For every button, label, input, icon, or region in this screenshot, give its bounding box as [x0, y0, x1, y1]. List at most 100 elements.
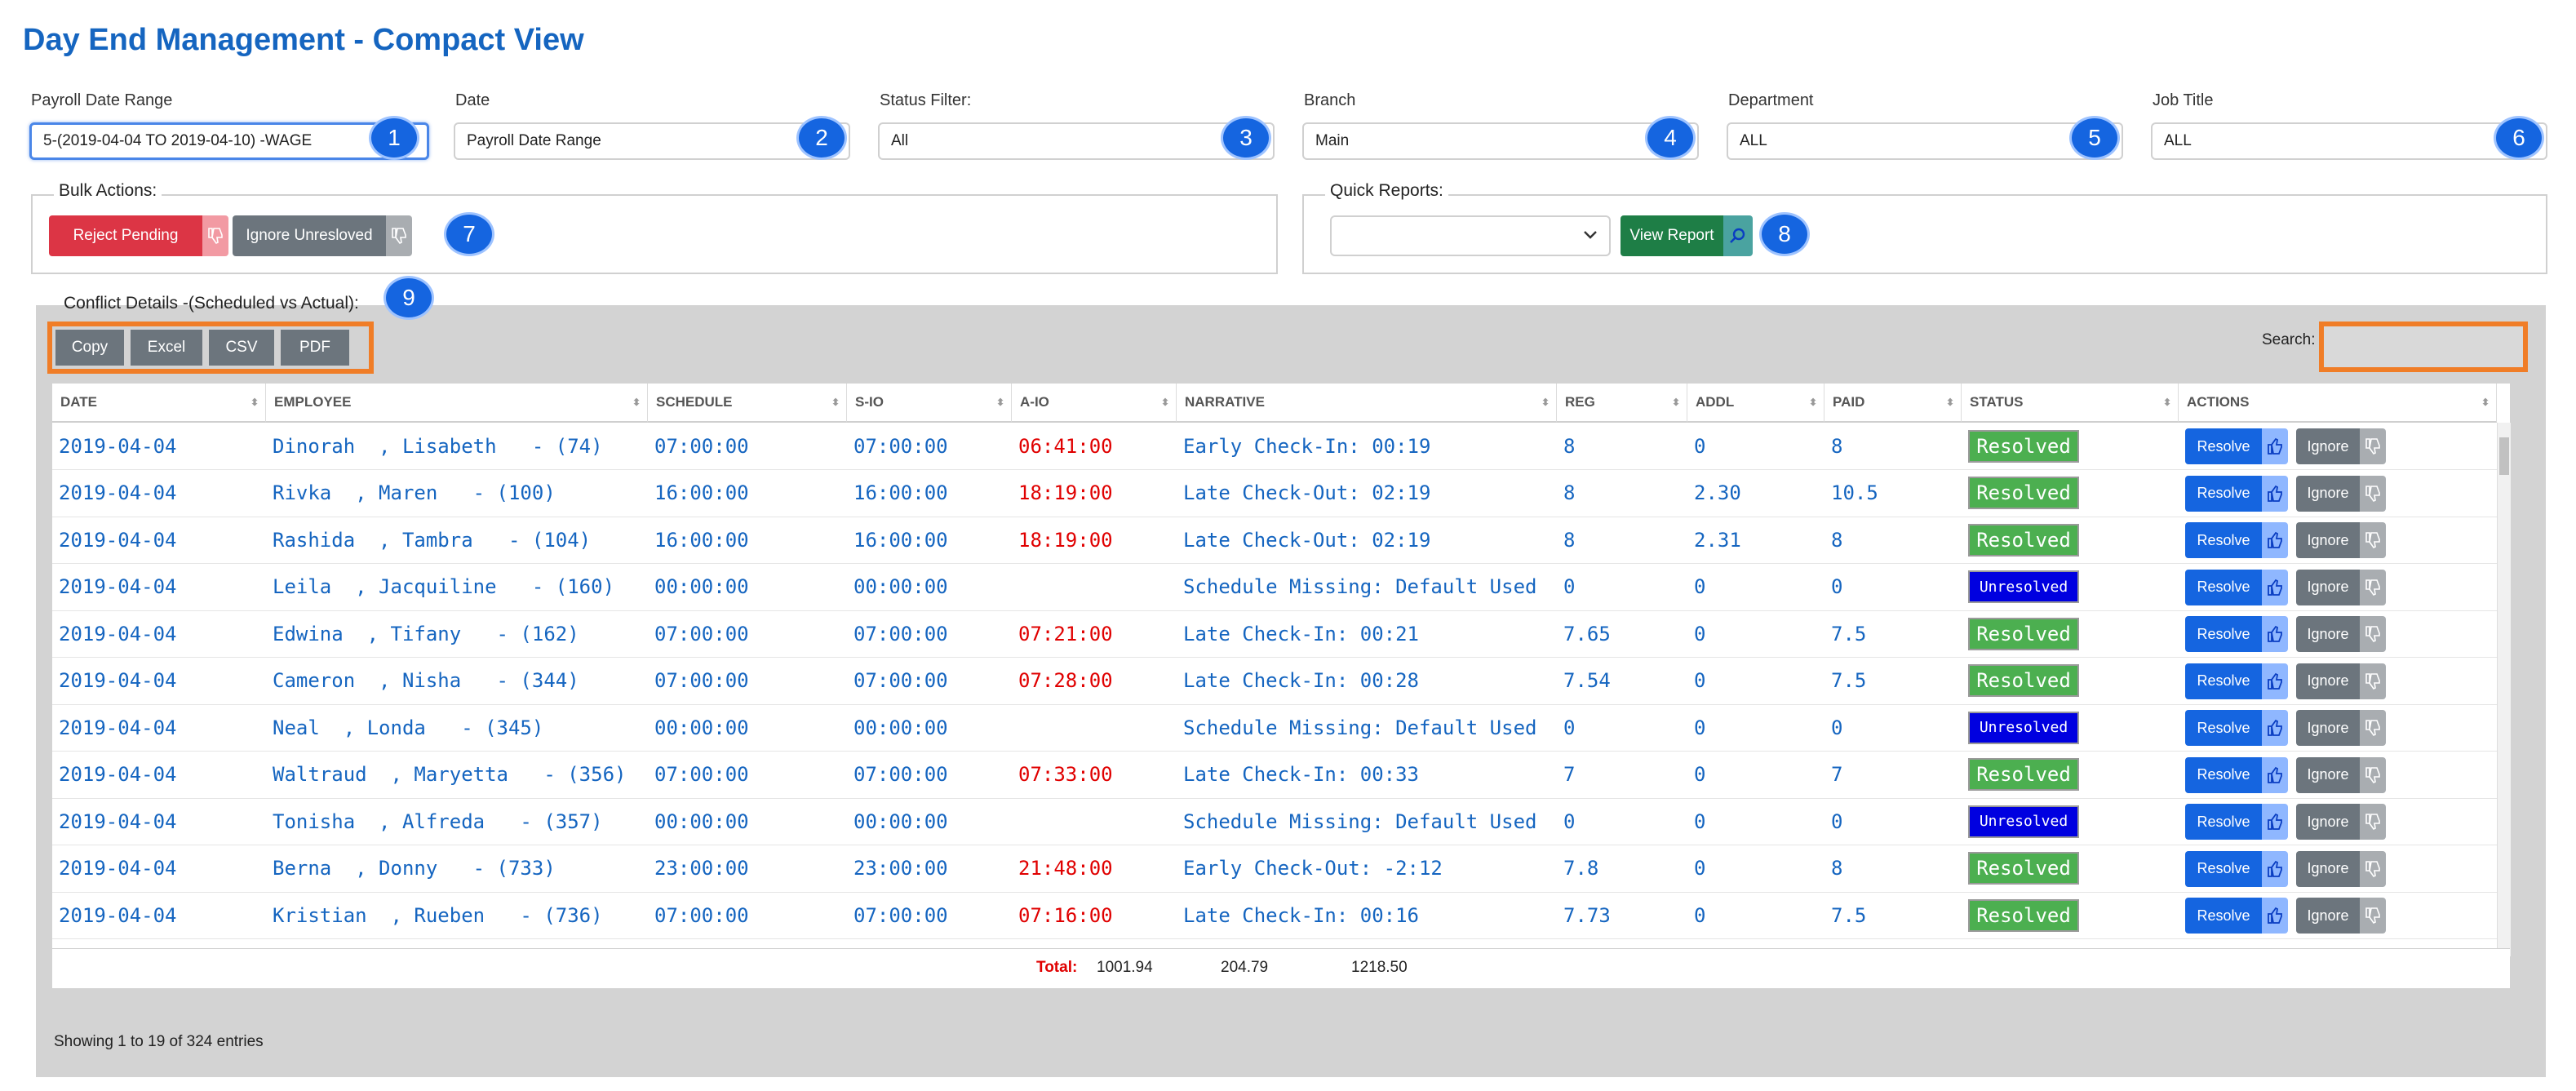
thumbs-down-icon: [2360, 710, 2386, 746]
table-row[interactable]: 2019-04-04 Berna , Donny - (733) 23:00:00 2…: [52, 845, 2497, 893]
filter-select[interactable]: Payroll Date Range: [454, 122, 850, 160]
ignore-button[interactable]: Ignore: [2296, 428, 2386, 464]
cell-paid: 7: [1831, 763, 1843, 786]
cell-schedule: 07:00:00: [654, 763, 749, 786]
cell-addl: 0: [1694, 622, 1706, 645]
scrollbar-thumb[interactable]: [2499, 437, 2509, 475]
ignore-button[interactable]: Ignore: [2296, 804, 2386, 840]
cell-date: 2019-04-04: [59, 481, 177, 504]
table-row[interactable]: 2019-04-04 Kristian , Rueben - (736) 07:00…: [52, 892, 2497, 939]
column-header[interactable]: DATE ⬍: [52, 384, 266, 423]
cell-addl: 2.30: [1694, 481, 1741, 504]
ignore-button[interactable]: Ignore: [2296, 898, 2386, 934]
search-input[interactable]: [2319, 322, 2528, 372]
cell-date: 2019-04-04: [59, 763, 177, 786]
cell-date: 2019-04-04: [59, 434, 177, 458]
filter-select-value: All: [891, 132, 909, 149]
table-row[interactable]: 2019-04-04 Waltraud , Maryetta - (356) 07:…: [52, 752, 2497, 799]
reject-pending-button[interactable]: Reject Pending: [49, 215, 228, 256]
column-header[interactable]: ACTIONS ⬍: [2179, 384, 2497, 423]
column-header[interactable]: NARRATIVE ⬍: [1177, 384, 1557, 423]
resolve-button[interactable]: Resolve: [2185, 569, 2288, 605]
column-header[interactable]: SCHEDULE ⬍: [648, 384, 847, 423]
resolve-button[interactable]: Resolve: [2185, 756, 2288, 793]
cell-narrative: Late Check-In: 00:33: [1183, 763, 1419, 786]
resolve-button[interactable]: Resolve: [2185, 475, 2288, 512]
cell-sio: 07:00:00: [853, 622, 948, 645]
column-header[interactable]: EMPLOYEE ⬍: [266, 384, 648, 423]
cell-date: 2019-04-04: [59, 669, 177, 692]
status-badge: Resolved: [1968, 477, 2079, 509]
column-header-label: ACTIONS: [2187, 394, 2250, 410]
ignore-button[interactable]: Ignore: [2296, 756, 2386, 793]
sort-icon: ⬍: [1541, 397, 1550, 408]
cell-narrative: Late Check-Out: 02:19: [1183, 481, 1431, 504]
table-row[interactable]: 2019-04-04 Edwina , Tifany - (162) 07:00:0…: [52, 610, 2497, 658]
sort-icon: ⬍: [1945, 397, 1954, 408]
thumbs-up-icon: [2262, 710, 2288, 746]
view-report-button[interactable]: View Report: [1621, 215, 1753, 256]
conflict-details-title: Conflict Details -(Scheduled vs Actual):: [64, 294, 359, 313]
cell-narrative: Schedule Missing: Default Used: [1183, 716, 1537, 739]
column-header[interactable]: PAID ⬍: [1824, 384, 1962, 423]
table-row[interactable]: 2019-04-04 Dinorah , Lisabeth - (74) 07:00…: [52, 423, 2497, 470]
entries-info: Showing 1 to 19 of 324 entries: [54, 1033, 264, 1050]
ignore-button[interactable]: Ignore: [2296, 475, 2386, 512]
resolve-button[interactable]: Resolve: [2185, 710, 2288, 746]
cell-reg: 0: [1563, 809, 1576, 833]
filter-select[interactable]: Main: [1302, 122, 1699, 160]
ignore-button[interactable]: Ignore: [2296, 710, 2386, 746]
ignore-unresolved-button[interactable]: Ignore Unresloved: [233, 215, 412, 256]
table-row[interactable]: 2019-04-04 Leila , Jacquiline - (160) 00:0…: [52, 564, 2497, 611]
resolve-button[interactable]: Resolve: [2185, 804, 2288, 840]
resolve-button[interactable]: Resolve: [2185, 663, 2288, 699]
table-row[interactable]: 2019-04-04 Rivka , Maren - (100) 16:00:00 1…: [52, 470, 2497, 517]
ignore-button[interactable]: Ignore: [2296, 616, 2386, 652]
filter-select[interactable]: 5-(2019-04-04 TO 2019-04-10) -WAGE: [29, 122, 429, 160]
column-header[interactable]: S-IO ⬍: [847, 384, 1012, 423]
cell-paid: 7.5: [1831, 903, 1867, 927]
table-row[interactable]: 2019-04-04 Cameron , Nisha - (344) 07:00:0…: [52, 658, 2497, 705]
ignore-button[interactable]: Ignore: [2296, 522, 2386, 558]
column-header-label: S-IO: [855, 394, 884, 410]
column-header-label: NARRATIVE: [1185, 394, 1265, 410]
ignore-button[interactable]: Ignore: [2296, 850, 2386, 887]
thumbs-down-icon: [2360, 898, 2386, 934]
resolve-button[interactable]: Resolve: [2185, 428, 2288, 464]
resolve-button[interactable]: Resolve: [2185, 898, 2288, 934]
column-header[interactable]: ADDL ⬍: [1687, 384, 1824, 423]
resolve-button[interactable]: Resolve: [2185, 850, 2288, 887]
cell-addl: 0: [1694, 575, 1706, 598]
quick-reports-select[interactable]: [1330, 215, 1611, 256]
column-header[interactable]: REG ⬍: [1557, 384, 1687, 423]
table-row[interactable]: 2019-04-04 Tonisha , Alfreda - (357) 00:00…: [52, 798, 2497, 845]
resolve-button[interactable]: Resolve: [2185, 616, 2288, 652]
cell-addl: 0: [1694, 809, 1706, 833]
view-report-label: View Report: [1621, 215, 1723, 256]
filter-select[interactable]: ALL: [2151, 122, 2547, 160]
filter-select[interactable]: ALL: [1727, 122, 2123, 160]
table-body: 2019-04-04 Dinorah , Lisabeth - (74) 07:00…: [52, 423, 2497, 956]
csv-button[interactable]: CSV: [209, 330, 274, 366]
cell-employee: Rashida , Tambra - (104): [273, 528, 592, 552]
pdf-button[interactable]: PDF: [281, 330, 349, 366]
column-header[interactable]: STATUS ⬍: [1962, 384, 2179, 423]
filter-select-value: ALL: [2164, 132, 2192, 149]
total-paid: 1218.50: [1351, 959, 1408, 976]
copy-button[interactable]: Copy: [55, 330, 124, 366]
resolve-label: Resolve: [2185, 522, 2262, 558]
resolve-label: Resolve: [2185, 616, 2262, 652]
search-icon: [1723, 215, 1753, 256]
table-row[interactable]: 2019-04-04 Neal , Londa - (345) 00:00:00 00…: [52, 704, 2497, 752]
cell-schedule: 07:00:00: [654, 669, 749, 692]
ignore-button[interactable]: Ignore: [2296, 663, 2386, 699]
column-header[interactable]: A-IO ⬍: [1012, 384, 1177, 423]
table-row[interactable]: 2019-04-04 Rashida , Tambra - (104) 16:00:…: [52, 517, 2497, 564]
filter-select[interactable]: All: [878, 122, 1275, 160]
table-scrollbar[interactable]: [2497, 423, 2511, 956]
excel-button[interactable]: Excel: [131, 330, 202, 366]
resolve-label: Resolve: [2185, 898, 2262, 934]
cell-narrative: Schedule Missing: Default Used: [1183, 809, 1537, 833]
ignore-button[interactable]: Ignore: [2296, 569, 2386, 605]
resolve-button[interactable]: Resolve: [2185, 522, 2288, 558]
